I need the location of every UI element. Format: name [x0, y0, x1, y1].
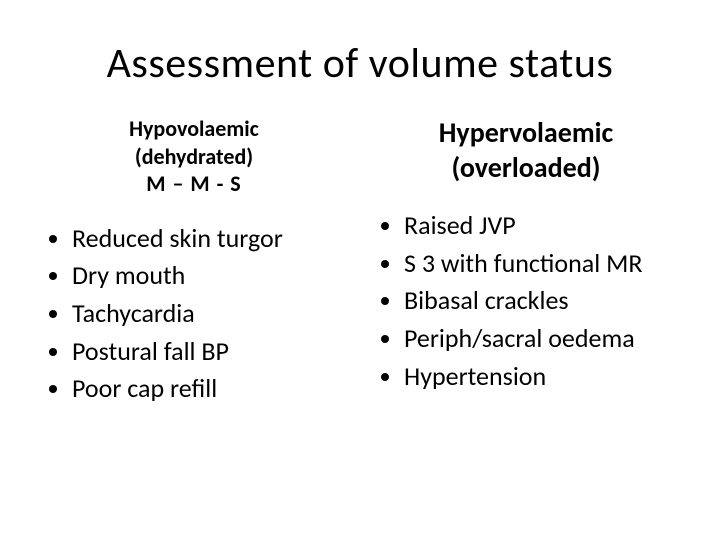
- list-item: Tachycardia: [72, 295, 348, 333]
- right-subheading: Hypervolaemic (overloaded): [372, 115, 680, 185]
- list-item: Periph/sacral oedema: [404, 320, 680, 358]
- left-subheading: Hypovolaemic (dehydrated) M – M - S: [40, 115, 348, 198]
- right-column: Hypervolaemic (overloaded) Raised JVP S …: [372, 115, 680, 408]
- right-subheading-line1: Hypervolaemic: [372, 115, 680, 150]
- list-item: Reduced skin turgor: [72, 220, 348, 258]
- left-column: Hypovolaemic (dehydrated) M – M - S Redu…: [40, 115, 348, 408]
- columns: Hypovolaemic (dehydrated) M – M - S Redu…: [40, 115, 680, 408]
- slide: Assessment of volume status Hypovolaemic…: [0, 0, 720, 540]
- list-item: Dry mouth: [72, 257, 348, 295]
- left-subheading-line2: (dehydrated): [40, 143, 348, 171]
- left-bullet-list: Reduced skin turgor Dry mouth Tachycardi…: [40, 220, 348, 408]
- left-subheading-line3: M – M - S: [40, 170, 348, 198]
- right-bullet-list: Raised JVP S 3 with functional MR Bibasa…: [372, 207, 680, 395]
- right-subheading-line2: (overloaded): [372, 150, 680, 185]
- list-item: Hypertension: [404, 358, 680, 396]
- slide-title: Assessment of volume status: [40, 38, 680, 89]
- list-item: Postural fall BP: [72, 333, 348, 371]
- list-item: S 3 with functional MR: [404, 245, 680, 283]
- list-item: Bibasal crackles: [404, 282, 680, 320]
- left-subheading-line1: Hypovolaemic: [40, 115, 348, 143]
- list-item: Raised JVP: [404, 207, 680, 245]
- list-item: Poor cap refill: [72, 370, 348, 408]
